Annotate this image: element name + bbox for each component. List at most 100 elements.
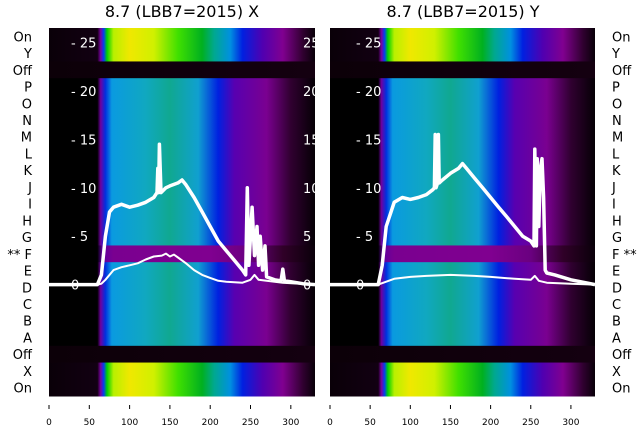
heatmap-row [330,195,595,213]
overlay-y-tick-label: - 5 [71,230,88,245]
row-label: H [22,214,32,229]
heatmap-row [330,295,595,313]
x-tick-label: 200 [202,418,219,428]
heatmap-row [49,128,315,146]
row-label: Off [612,64,632,79]
row-label: O [22,97,32,112]
row-label: C [23,298,32,313]
x-tick-label: 150 [442,418,459,428]
row-label: M [612,131,623,146]
x-tick-label: 300 [562,418,579,428]
row-label: K [23,164,32,179]
overlay-line-upper [49,142,316,287]
row-label: B [612,315,621,330]
row-label: P [24,81,32,96]
overlay-y-tick-label-right: 15 [303,133,320,148]
heatmap-row [330,161,595,180]
row-label: L [612,147,620,162]
row-label: D [612,281,622,296]
x-tick-label: 300 [282,418,299,428]
heatmap-row [330,312,595,330]
row-label: Off [13,348,33,363]
row-label: A [23,331,32,346]
row-label: P [612,81,620,96]
heatmap-row [330,379,595,397]
right-chart-title: 8.7 (LBB7=2015) Y [386,2,539,21]
overlay-y-tick-label: - 10 [71,182,96,197]
heatmap-row [49,362,315,380]
overlay-line-upper [330,132,596,287]
overlay-y-tick-label: - 20 [356,85,381,100]
heatmap-row [49,345,315,364]
row-label: ** F [7,248,32,263]
row-label: C [612,298,621,313]
row-label: X [612,365,621,380]
x-tick-label: 200 [482,418,499,428]
heatmap-row [49,379,315,397]
heatmap-row [49,161,315,180]
row-label: J [611,181,616,196]
heatmap-row [49,228,315,246]
heatmap-row [49,195,315,213]
overlay-y-tick-label-right: 0 [303,279,311,294]
row-label: M [21,131,32,146]
x-tick-label: 100 [121,418,138,428]
heatmap-row [49,212,315,230]
heatmap-row [330,362,595,380]
heatmap-row [330,278,595,297]
heatmap-row [49,262,315,280]
row-label: On [612,30,630,45]
overlay-y-tick-label-right: 20 [303,85,320,100]
overlay-line-lower [49,252,316,286]
row-label: K [612,164,621,179]
x-tick-label: 0 [327,418,333,428]
row-label: N [612,114,622,129]
row-label: Y [611,47,620,62]
x-tick-label: 100 [402,418,419,428]
row-label: A [612,331,621,346]
heatmap-row [49,145,315,163]
overlay-y-tick-label: - 15 [71,133,96,148]
x-tick-label: 50 [364,418,376,428]
heatmap-row [49,329,315,347]
heatmap-row [330,28,595,46]
row-label: Off [612,348,632,363]
x-tick-label: 150 [161,418,178,428]
heatmap-row [49,295,315,313]
heatmap-row [330,78,595,96]
row-label: G [612,231,622,246]
row-label: On [612,382,630,397]
heatmap-row [49,28,315,46]
x-tick-label: 250 [522,418,539,428]
row-label: X [23,365,32,380]
row-label: G [22,231,32,246]
heatmap-row [330,145,595,163]
overlay-line-lower [330,273,596,286]
heatmap-row [49,61,315,79]
overlay-y-tick-label: - 20 [71,85,96,100]
row-label: E [612,265,620,280]
heatmap-row [330,178,595,196]
heatmap-row [330,245,595,263]
row-label: E [24,265,32,280]
overlay-y-tick-label: - 15 [356,133,381,148]
row-label: Off [13,64,33,79]
x-tick-label: 0 [46,418,52,428]
row-label: O [612,97,622,112]
heatmap-row [49,278,315,297]
row-label: L [25,147,33,162]
heatmap-row [49,312,315,330]
heatmap-row [330,329,595,347]
overlay-y-tick-label-right: 25 [303,37,320,52]
overlay-y-tick-label-right: 10 [303,182,320,197]
row-label: I [612,198,616,213]
heatmap-row [49,78,315,96]
overlay-y-tick-label: - 25 [356,37,381,52]
overlay-y-tick-label: - 10 [356,182,381,197]
row-label: B [23,315,32,330]
heatmap-row [330,345,595,364]
row-label: On [14,382,32,397]
